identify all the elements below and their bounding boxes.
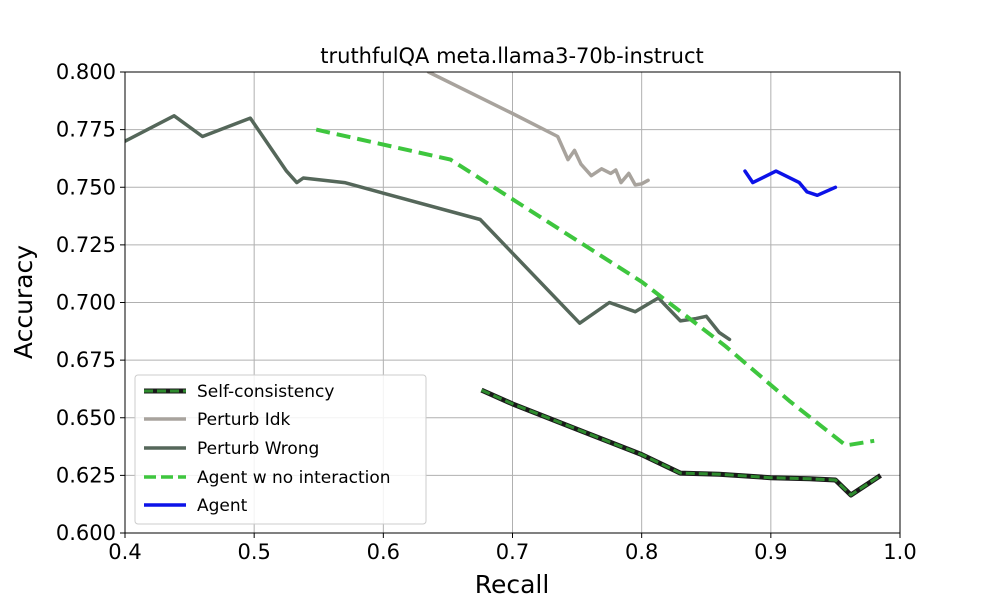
legend-entry-agent: Agent [144,496,248,516]
series-line-perturb-wrong [125,114,732,342]
legend-label-agent: Agent [197,496,248,516]
x-tick-label: 0.8 [625,540,658,564]
chart-title: truthfulQA meta.llama3-70b-instruct [320,44,703,68]
legend-entry-perturb-idk: Perturb Idk [144,410,291,430]
legend-entry-agent-no-interaction: Agent w no interaction [144,468,391,488]
legend-entry-self-consistency: Self-consistency [144,382,334,402]
x-tick-label: 0.4 [108,540,141,564]
y-tick-label: 0.800 [56,60,116,84]
x-axis-ticks: 0.4 0.5 0.6 0.7 0.8 0.9 1.0 [108,533,917,564]
legend-label-perturb-idk: Perturb Idk [197,410,291,430]
x-tick-label: 0.6 [367,540,400,564]
y-tick-label: 0.700 [56,291,116,315]
legend-label-agent-no-interaction: Agent w no interaction [197,468,391,488]
y-tick-label: 0.725 [56,233,116,257]
y-axis-title: Accuracy [9,245,38,359]
series-line-perturb-idk [426,72,650,187]
y-tick-label: 0.775 [56,118,116,142]
y-gridlines [125,71,900,534]
y-tick-label: 0.625 [56,463,116,487]
y-axis-ticks: 0.600 0.625 0.650 0.675 0.700 0.725 0.750 0.775… [56,60,125,545]
series-line-agent-w-no-interaction [315,127,875,448]
series-line-agent [743,169,838,198]
x-axis-title: Recall [475,570,550,599]
x-tick-label: 0.9 [754,540,787,564]
x-tick-label: 0.5 [237,540,270,564]
legend: Self-consistency Perturb Idk Perturb Wro… [134,374,427,525]
series-lines [125,72,882,498]
legend-label-perturb-wrong: Perturb Wrong [197,439,319,459]
x-tick-label: 0.7 [496,540,529,564]
y-tick-label: 0.750 [56,175,116,199]
y-tick-label: 0.675 [56,348,116,372]
legend-label-self-consistency: Self-consistency [197,382,334,402]
legend-entry-perturb-wrong: Perturb Wrong [144,439,319,459]
series-line-self-consistency [480,388,882,497]
y-tick-label: 0.650 [56,406,116,430]
y-tick-label: 0.600 [56,521,116,545]
x-tick-label: 1.0 [883,540,916,564]
plot-frame [124,71,901,534]
legend-frame [134,374,427,525]
